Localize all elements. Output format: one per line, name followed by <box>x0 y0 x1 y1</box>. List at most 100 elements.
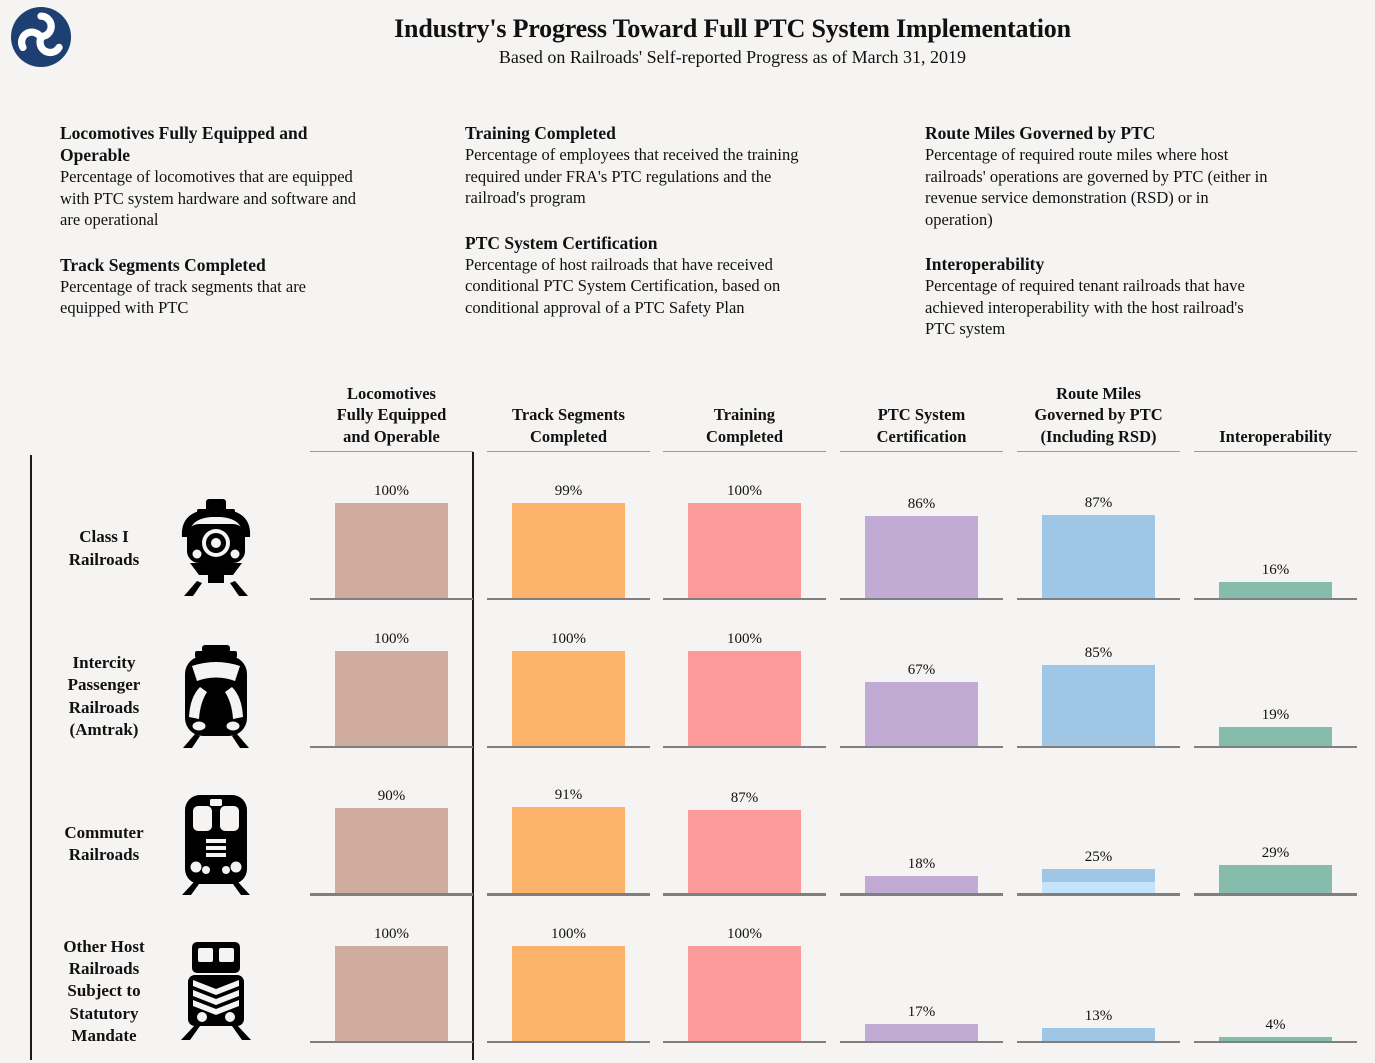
bar-value-label: 87% <box>730 790 759 807</box>
bar-value-label: 19% <box>1261 707 1290 724</box>
bar-value-label: 4% <box>1265 1016 1286 1033</box>
bar <box>512 945 625 1041</box>
bar <box>865 1024 978 1041</box>
bar-value-label: 25% <box>1084 849 1113 866</box>
bar-dark-segment <box>1042 869 1155 882</box>
definition-track-segments: Track Segments Completed Percentage of t… <box>60 254 370 319</box>
cell-baseline <box>310 597 473 600</box>
definition-term: Training Completed <box>465 123 616 143</box>
bar <box>865 875 978 893</box>
bar <box>1219 865 1332 893</box>
bar-value-label: 91% <box>554 786 583 803</box>
definition-term: PTC System Certification <box>465 232 658 253</box>
definitions-column-3: Route Miles Governed by PTC Percentage o… <box>925 122 1277 363</box>
definition-description: Percentage of host railroads that have r… <box>465 254 781 317</box>
definition-locomotives: Locomotives Fully Equipped and Operable … <box>60 122 370 231</box>
chart-cell-r4-c6: 4% <box>1194 896 1357 1043</box>
chart-cell-r4-c1: 100% <box>310 896 473 1043</box>
column-header-5: Route Miles Governed by PTC (Including R… <box>1017 366 1180 452</box>
chart-cell-r2-c6: 19% <box>1194 601 1357 748</box>
bar <box>688 810 801 893</box>
bar <box>1042 1028 1155 1041</box>
bar-value-label: 100% <box>727 482 762 499</box>
bar-value-label: 85% <box>1084 644 1113 661</box>
bar-value-label: 100% <box>551 630 586 647</box>
bar <box>512 503 625 598</box>
chart-cell-r4-c2: 100% <box>487 896 650 1043</box>
report-header: Industry's Progress Toward Full PTC Syst… <box>90 14 1375 68</box>
chart-cell-r3-c6: 29% <box>1194 749 1357 896</box>
bar-value-label: 67% <box>907 661 936 678</box>
bar-value-label: 100% <box>374 482 409 499</box>
page-title: Industry's Progress Toward Full PTC Syst… <box>394 14 1071 43</box>
chart-cell-r4-c5: 13% <box>1017 896 1180 1043</box>
bar <box>688 650 801 746</box>
column-header-4: PTC System Certification <box>840 366 1003 452</box>
row-label-4: Other Host Railroads Subject to Statutor… <box>63 937 145 1045</box>
bar-value-label: 13% <box>1084 1008 1113 1025</box>
cell-baseline <box>487 1040 650 1043</box>
definition-certification: PTC System Certification Percentage of h… <box>465 232 825 319</box>
definitions-column-1: Locomotives Fully Equipped and Operable … <box>60 122 370 342</box>
bar-value-label: 86% <box>907 495 936 512</box>
cell-baseline <box>663 893 826 896</box>
bar <box>335 807 448 893</box>
chart-cell-r3-c5: 25% <box>1017 749 1180 896</box>
bar-value-label: 100% <box>551 925 586 942</box>
bar <box>1042 514 1155 598</box>
chart-left-spine <box>30 455 32 1060</box>
commuter-train-icon <box>158 771 273 918</box>
definition-term: Locomotives Fully Equipped and Operable <box>60 123 308 166</box>
cell-baseline <box>840 745 1003 748</box>
chart-cell-r4-c4: 17% <box>840 896 1003 1043</box>
freight-locomotive-icon <box>158 918 273 1063</box>
definition-description: Percentage of required route miles where… <box>925 145 1268 229</box>
bar <box>1042 664 1155 746</box>
chart-cell-r1-c5: 87% <box>1017 453 1180 600</box>
chart-cell-r1-c3: 100% <box>663 453 826 600</box>
cell-baseline <box>1194 893 1357 896</box>
column-header-6: Interoperability <box>1194 366 1357 452</box>
cell-baseline <box>663 1040 826 1043</box>
column-header-1: Locomotives Fully Equipped and Operable <box>310 366 473 452</box>
cell-baseline <box>1194 745 1357 748</box>
definition-term: Track Segments Completed <box>60 254 266 275</box>
bar-value-label: 99% <box>554 483 583 500</box>
chart-cell-r3-c2: 91% <box>487 749 650 896</box>
definition-description: Percentage of employees that received th… <box>465 145 799 208</box>
cell-baseline <box>840 1040 1003 1043</box>
bar <box>1219 582 1332 598</box>
bar-value-label: 29% <box>1261 845 1290 862</box>
bar-value-label: 18% <box>907 855 936 872</box>
cell-baseline <box>663 597 826 600</box>
chart-cell-r1-c1: 100% <box>310 453 473 600</box>
bar <box>865 681 978 746</box>
chart-cell-r4-c3: 100% <box>663 896 826 1043</box>
chart-cell-r3-c3: 87% <box>663 749 826 896</box>
chart-cell-r3-c1: 90% <box>310 749 473 896</box>
cell-baseline <box>487 745 650 748</box>
page-subtitle: Based on Railroads' Self-reported Progre… <box>498 47 967 67</box>
chart-cell-r2-c1: 100% <box>310 601 473 748</box>
chart-cell-r1-c2: 99% <box>487 453 650 600</box>
cell-baseline <box>663 745 826 748</box>
definition-term: Interoperability <box>925 253 1045 274</box>
bar <box>335 650 448 746</box>
cell-baseline <box>1017 893 1180 896</box>
bar-value-label: 100% <box>727 630 762 647</box>
bar <box>335 945 448 1041</box>
bar <box>1219 1036 1332 1041</box>
chart-cell-r1-c4: 86% <box>840 453 1003 600</box>
chart-cell-r2-c2: 100% <box>487 601 650 748</box>
cell-baseline <box>840 893 1003 896</box>
column-header-2: Track Segments Completed <box>487 366 650 452</box>
bar-value-label: 17% <box>907 1004 936 1021</box>
chart-cell-r1-c6: 16% <box>1194 453 1357 600</box>
bar-value-label: 90% <box>377 787 406 804</box>
bar <box>335 502 448 598</box>
definition-description: Percentage of locomotives that are equip… <box>60 167 357 230</box>
us-dot-logo-icon <box>10 6 72 68</box>
cell-baseline <box>1017 1040 1180 1043</box>
steam-locomotive-icon <box>158 475 273 622</box>
